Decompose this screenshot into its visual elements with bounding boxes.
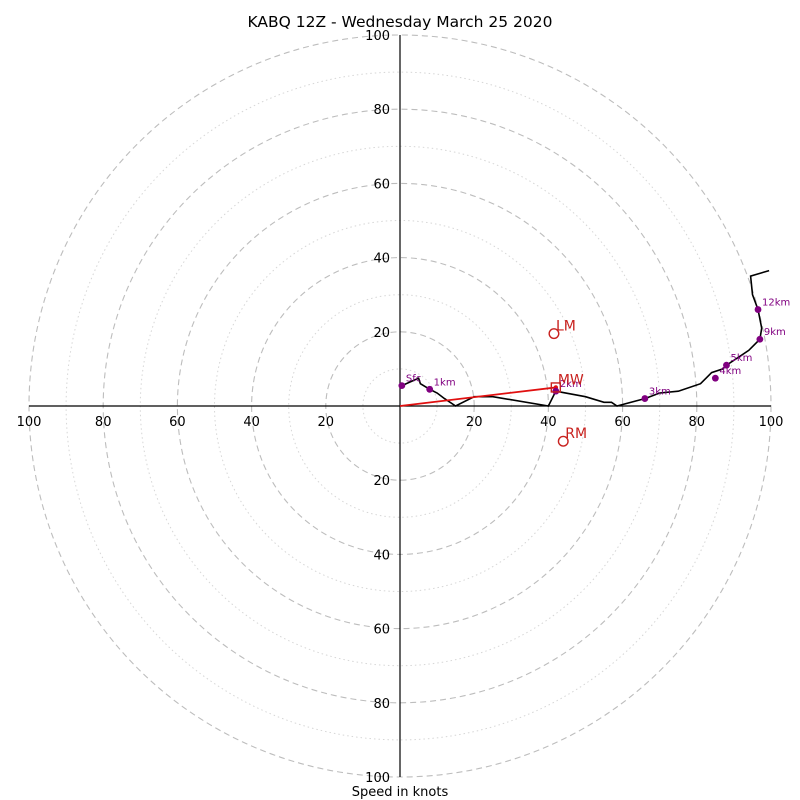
tick-label-south-20: 20 — [373, 474, 390, 489]
tick-labels: 20 20 20 20 40 40 40 40 60 60 60 60 80 80 80 80 100 100 10… — [17, 29, 784, 786]
height-label-1km: 1km — [434, 377, 456, 388]
height-label-3km: 3km — [649, 387, 671, 398]
storm-motion-marker-rm — [557, 435, 569, 447]
hodograph-trace — [401, 269, 770, 407]
tick-label-south-80: 80 — [373, 697, 390, 712]
height-marker-12km — [754, 306, 762, 313]
height-label-9km: 9km — [764, 327, 786, 338]
tick-label-north-60: 60 — [373, 177, 390, 192]
height-marker-4km — [711, 374, 719, 382]
height-label-5km: 5km — [730, 353, 752, 364]
tick-label-west-20: 20 — [318, 415, 335, 430]
tick-label-north-80: 80 — [373, 103, 390, 118]
storm-motion-label-lm: LM — [556, 319, 576, 335]
tick-label-south-100: 100 — [365, 771, 390, 786]
tick-label-east-100: 100 — [759, 415, 784, 430]
height-marker-5km — [723, 361, 730, 369]
height-marker-1km — [426, 385, 434, 393]
storm-motion-label-rm: RM — [565, 426, 587, 442]
tick-label-south-60: 60 — [373, 623, 390, 638]
tick-label-west-80: 80 — [95, 415, 112, 430]
storm-motion-marker-mw — [550, 382, 562, 393]
height-marker-2km — [552, 387, 560, 395]
tick-label-east-60: 60 — [614, 415, 631, 430]
x-axis-label: Speed in knots — [352, 785, 449, 800]
hodograph-trace-group — [401, 269, 770, 407]
tick-label-east-40: 40 — [540, 415, 557, 430]
tick-label-north-20: 20 — [373, 326, 390, 341]
storm-motion-marker-lm — [548, 328, 560, 340]
tick-label-west-40: 40 — [243, 415, 260, 430]
tick-label-north-100: 100 — [365, 29, 390, 44]
height-label-4km: 4km — [719, 366, 741, 377]
storm-motion-label-mw: MW — [558, 372, 584, 388]
height-label-sfc: Sfc — [406, 374, 421, 385]
tick-label-north-40: 40 — [373, 252, 390, 267]
height-marker-9km — [756, 335, 764, 343]
tick-label-east-80: 80 — [689, 415, 706, 430]
tick-label-east-20: 20 — [466, 415, 483, 430]
chart-title: KABQ 12Z - Wednesday March 25 2020 — [248, 13, 553, 31]
height-marker-sfc — [398, 382, 406, 389]
height-label-12km: 12km — [762, 298, 790, 309]
tick-label-west-100: 100 — [17, 415, 42, 430]
tick-label-west-60: 60 — [169, 415, 186, 430]
tick-label-south-40: 40 — [373, 548, 390, 563]
storm-motion-markers: LM MW RM — [548, 319, 587, 447]
height-label-2km: 2km — [560, 379, 582, 390]
height-marker-3km — [641, 395, 649, 402]
mean-wind-vector — [399, 386, 556, 407]
height-markers: Sfc 1km 2km 3km 4km 5km 9km 12km — [398, 298, 790, 402]
